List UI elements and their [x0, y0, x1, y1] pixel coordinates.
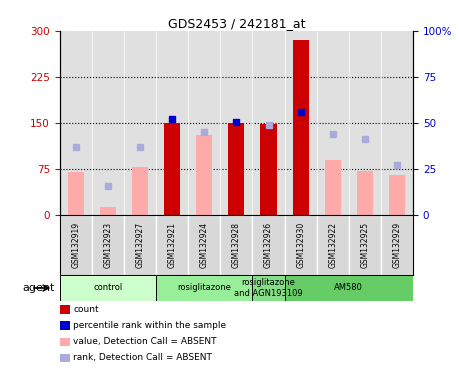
- Text: GSM132923: GSM132923: [103, 222, 112, 268]
- Bar: [100, 207, 116, 215]
- Bar: [92, 215, 124, 275]
- Bar: [325, 160, 341, 215]
- Bar: [252, 275, 285, 301]
- Text: control: control: [93, 283, 123, 293]
- Bar: [68, 172, 84, 215]
- Bar: [124, 215, 156, 275]
- Text: rank, Detection Call = ABSENT: rank, Detection Call = ABSENT: [73, 353, 213, 362]
- Text: GSM132922: GSM132922: [328, 222, 337, 268]
- Bar: [285, 215, 317, 275]
- Bar: [220, 215, 252, 275]
- Bar: [389, 175, 405, 215]
- Title: GDS2453 / 242181_at: GDS2453 / 242181_at: [168, 17, 305, 30]
- Bar: [156, 215, 188, 275]
- Text: percentile rank within the sample: percentile rank within the sample: [73, 321, 227, 330]
- Text: value, Detection Call = ABSENT: value, Detection Call = ABSENT: [73, 337, 217, 346]
- Bar: [132, 167, 148, 215]
- Bar: [293, 40, 309, 215]
- Text: GSM132928: GSM132928: [232, 222, 241, 268]
- Text: GSM132919: GSM132919: [71, 222, 80, 268]
- Text: GSM132929: GSM132929: [392, 222, 402, 268]
- Text: GSM132926: GSM132926: [264, 222, 273, 268]
- Text: count: count: [73, 305, 99, 314]
- Bar: [252, 215, 285, 275]
- Bar: [349, 215, 381, 275]
- Bar: [60, 215, 92, 275]
- Bar: [188, 215, 220, 275]
- Text: rosiglitazone: rosiglitazone: [177, 283, 231, 293]
- Text: agent: agent: [22, 283, 55, 293]
- Text: GSM132924: GSM132924: [200, 222, 209, 268]
- Bar: [229, 123, 245, 215]
- Text: AM580: AM580: [335, 283, 363, 293]
- Bar: [381, 215, 413, 275]
- Bar: [317, 215, 349, 275]
- Bar: [357, 171, 373, 215]
- Bar: [196, 135, 213, 215]
- Bar: [285, 275, 413, 301]
- Text: rosiglitazone
and AGN193109: rosiglitazone and AGN193109: [234, 278, 303, 298]
- Text: GSM132921: GSM132921: [168, 222, 177, 268]
- Text: GSM132927: GSM132927: [135, 222, 145, 268]
- Bar: [261, 124, 277, 215]
- Bar: [60, 275, 156, 301]
- Bar: [164, 123, 180, 215]
- Bar: [156, 275, 252, 301]
- Text: GSM132925: GSM132925: [360, 222, 369, 268]
- Text: GSM132930: GSM132930: [296, 222, 305, 268]
